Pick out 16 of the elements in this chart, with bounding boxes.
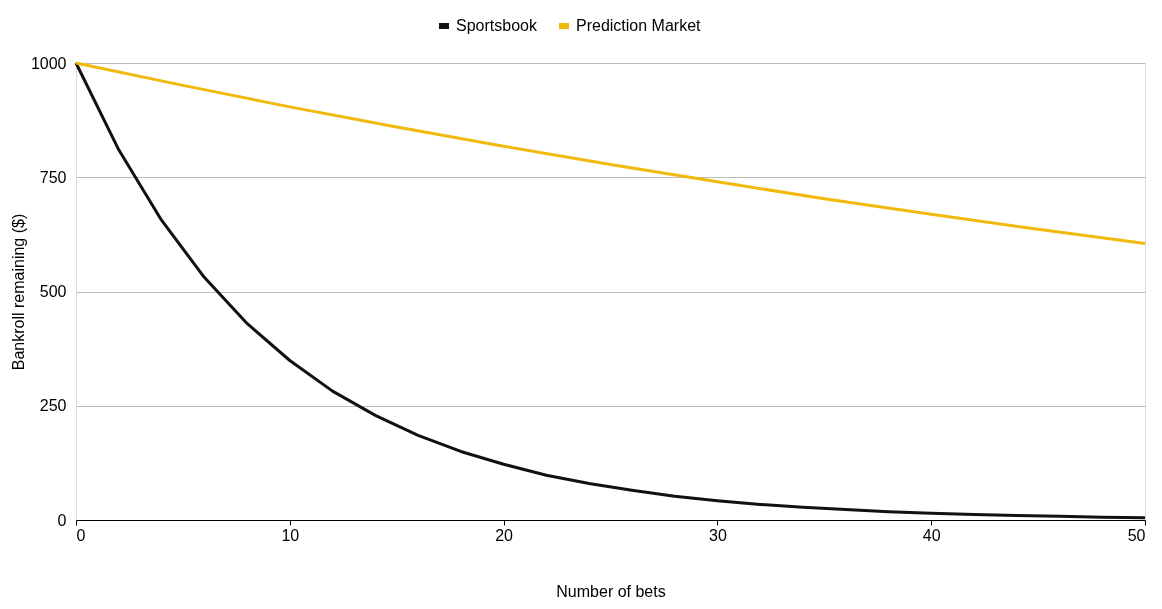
line-series xyxy=(74,61,1147,246)
x-tick-label: 50 xyxy=(1127,526,1146,544)
x-tick-label: 40 xyxy=(922,526,941,544)
x-tick-label: 30 xyxy=(709,526,727,544)
y-tick-label: 500 xyxy=(39,283,67,300)
y-tick-label: 750 xyxy=(39,168,67,186)
x-axis-title: Number of bets xyxy=(556,582,666,600)
y-tick-label: 1000 xyxy=(30,54,67,72)
x-tick-label: 10 xyxy=(281,526,300,544)
x-tick-label: 20 xyxy=(495,526,514,544)
legend-label: Prediction Market xyxy=(576,17,702,34)
y-tick-label: 250 xyxy=(39,397,67,415)
x-tick-label: 0 xyxy=(76,526,86,544)
legend-label: Sportsbook xyxy=(456,17,538,34)
y-axis-title: Bankroll remaining ($) xyxy=(9,213,27,371)
y-tick-label: 0 xyxy=(57,511,67,529)
